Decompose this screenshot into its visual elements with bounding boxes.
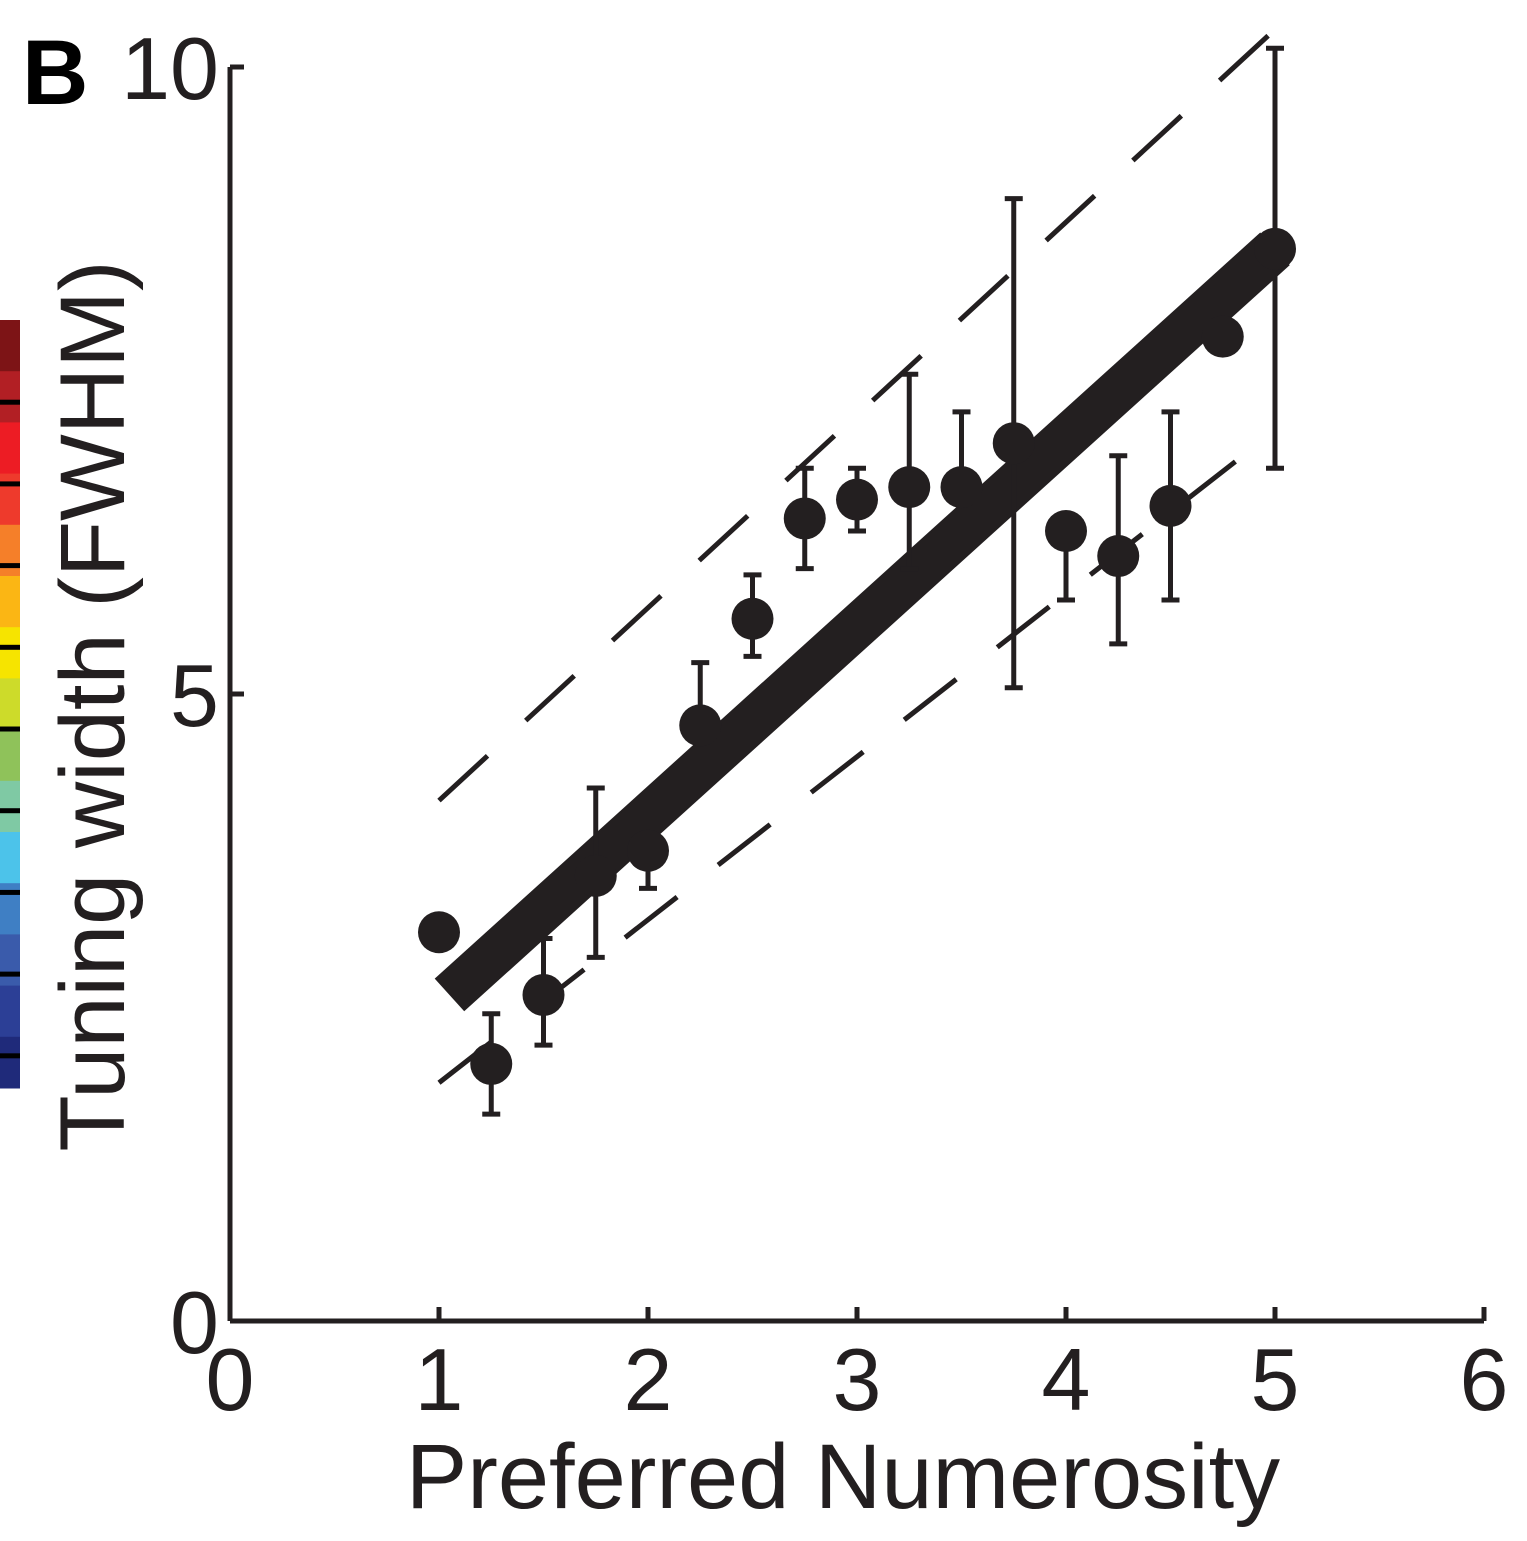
fit-line xyxy=(434,232,1290,1012)
regression-fit xyxy=(434,232,1290,1012)
colorbar-segment xyxy=(0,627,20,679)
colorbar-segment xyxy=(0,371,20,423)
data-point xyxy=(1097,535,1140,578)
x-tick-label: 5 xyxy=(1251,1330,1300,1429)
colorbar-segment xyxy=(0,473,20,526)
y-tick-label: 0 xyxy=(170,1273,219,1372)
data-point xyxy=(1254,227,1296,270)
colorbar-segment xyxy=(0,780,20,833)
colorbar-segment xyxy=(0,524,20,577)
tick-labels: 0 1 2 3 4 5 6 0 5 10 xyxy=(121,19,1508,1429)
data-point xyxy=(888,466,931,509)
ci-upper-line xyxy=(437,27,1277,803)
data-point xyxy=(940,466,983,509)
colorbar-segment xyxy=(0,1036,20,1089)
data-point xyxy=(836,478,878,521)
colorbar-divider xyxy=(0,889,20,895)
ci-lower-line xyxy=(437,428,1277,1085)
data-point xyxy=(522,973,565,1016)
x-tick-label: 6 xyxy=(1460,1330,1509,1429)
y-axis-label: Tuning width (FWHM) xyxy=(42,260,144,1151)
colorbar-segment xyxy=(0,934,20,987)
colorbar-segment xyxy=(0,576,20,628)
data-point xyxy=(470,1042,513,1085)
data-point xyxy=(1045,509,1087,552)
colorbar-segment xyxy=(0,985,20,1038)
data-point xyxy=(679,704,722,747)
data-point xyxy=(1149,484,1192,527)
axes xyxy=(227,64,1487,1324)
x-tick-label: 2 xyxy=(624,1330,673,1429)
panel-label: B xyxy=(22,22,88,124)
colorbar-divider xyxy=(0,1053,20,1059)
x-tick-label: 3 xyxy=(833,1330,882,1429)
confidence-interval-lines xyxy=(437,27,1277,1085)
data-point xyxy=(574,854,617,897)
colorbar-segment xyxy=(0,729,20,782)
colorbar-segment xyxy=(0,883,20,935)
y-tick-label: 10 xyxy=(121,19,219,118)
colorbar-segment xyxy=(0,422,20,475)
colorbar-divider xyxy=(0,808,20,814)
colorbar xyxy=(0,320,20,1089)
data-point xyxy=(627,829,669,872)
x-tick-label: 1 xyxy=(415,1330,464,1429)
data-points xyxy=(418,227,1296,1085)
colorbar-divider xyxy=(0,563,20,569)
x-tick-label: 4 xyxy=(1042,1330,1091,1429)
colorbar-segment xyxy=(0,832,20,884)
data-point xyxy=(783,497,826,540)
y-tick-label: 5 xyxy=(170,646,219,745)
data-point xyxy=(731,597,774,640)
colorbar-divider xyxy=(0,726,20,732)
colorbar-divider xyxy=(0,644,20,650)
colorbar-divider xyxy=(0,399,20,405)
x-tick-label: 0 xyxy=(206,1330,255,1429)
colorbar-segment xyxy=(0,320,20,372)
data-point xyxy=(418,911,460,954)
data-point xyxy=(992,422,1035,465)
x-axis-label: Preferred Numerosity xyxy=(406,1426,1280,1528)
colorbar-divider xyxy=(0,971,20,977)
colorbar-divider xyxy=(0,481,20,487)
colorbar-segment xyxy=(0,678,20,731)
data-point xyxy=(1201,315,1244,358)
